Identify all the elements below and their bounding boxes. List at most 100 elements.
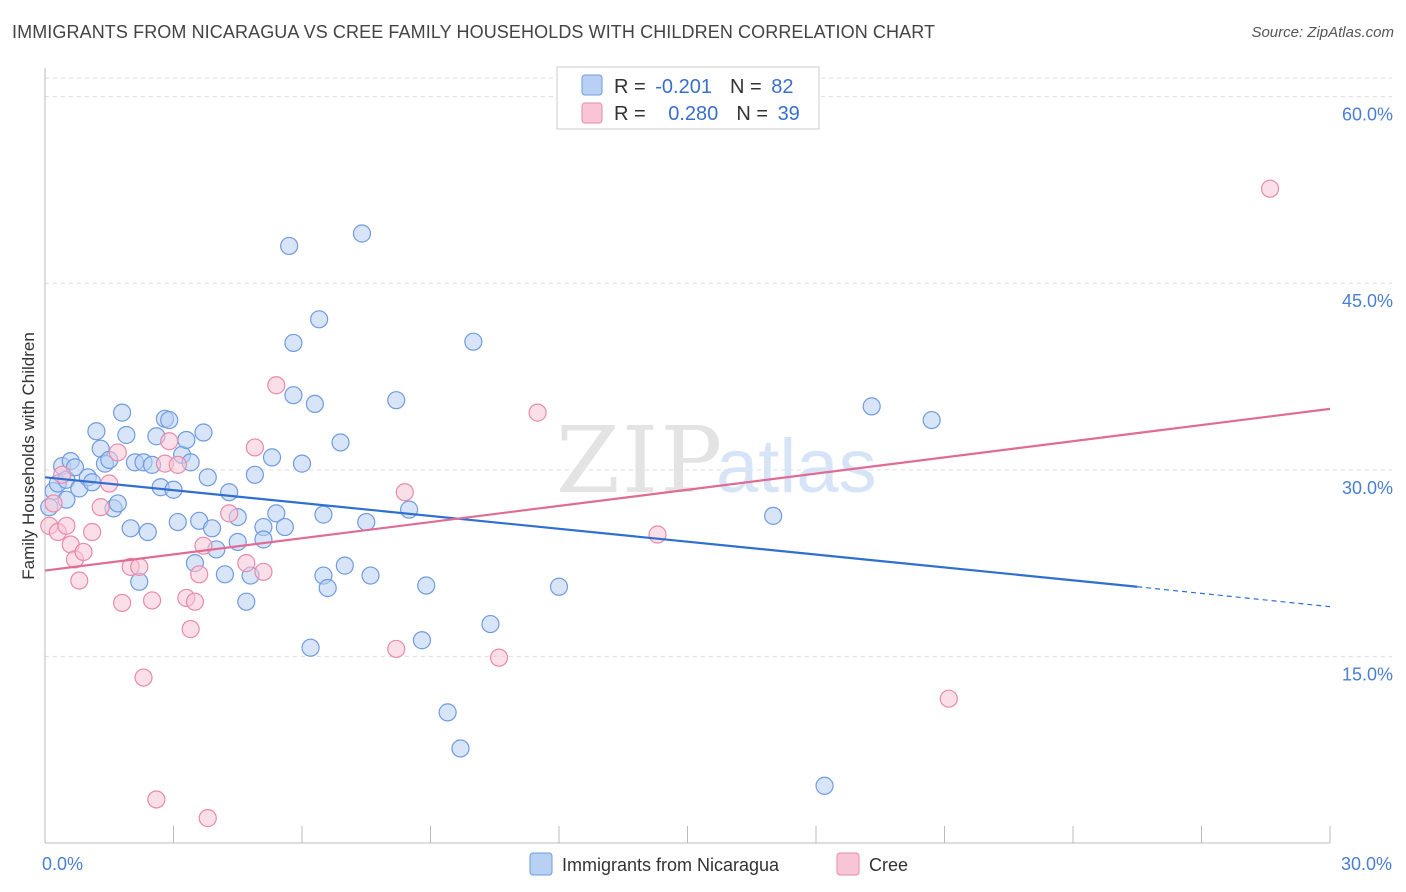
nicaragua-point bbox=[305, 394, 324, 414]
nicaragua-point bbox=[412, 631, 432, 650]
nicaragua-point bbox=[352, 224, 372, 243]
legend-swatch-nicaragua bbox=[581, 74, 603, 96]
cree-point bbox=[130, 557, 149, 576]
legend-bottom-swatch-cree bbox=[836, 852, 860, 876]
legend-r-value: -0.201 bbox=[655, 76, 712, 98]
cree-point bbox=[220, 504, 239, 523]
nicaragua-point bbox=[387, 391, 406, 410]
nicaragua-trend-extension bbox=[1137, 586, 1331, 608]
nicaragua-point bbox=[194, 423, 213, 442]
watermark-zip: ZIP bbox=[556, 407, 724, 514]
nicaragua-point bbox=[254, 530, 273, 549]
cree-point bbox=[83, 522, 102, 542]
legend-n-label: N = bbox=[730, 76, 767, 98]
nicaragua-point bbox=[357, 512, 376, 532]
cree-point bbox=[395, 483, 414, 502]
nicaragua-point bbox=[160, 410, 179, 430]
nicaragua-point bbox=[117, 425, 136, 445]
legend-n-value: 39 bbox=[778, 103, 800, 125]
legend-bottom: Immigrants from Nicaragua Cree bbox=[529, 852, 908, 876]
nicaragua-point bbox=[280, 236, 299, 256]
nicaragua-point bbox=[922, 410, 941, 430]
cree-point bbox=[112, 593, 132, 613]
cree-point bbox=[939, 689, 958, 708]
legend-swatch-cree bbox=[581, 102, 603, 124]
nicaragua-point bbox=[262, 448, 282, 467]
nicaragua-point bbox=[451, 739, 470, 758]
nicaragua-point bbox=[361, 566, 380, 585]
nicaragua-point bbox=[275, 517, 294, 537]
x-tick-label: 0.0% bbox=[42, 854, 83, 874]
nicaragua-point bbox=[862, 397, 881, 416]
cree-point bbox=[489, 648, 509, 667]
cree-point bbox=[245, 438, 264, 457]
nicaragua-point bbox=[301, 638, 320, 657]
nicaragua-point bbox=[464, 332, 483, 351]
nicaragua-point bbox=[177, 430, 196, 450]
watermark: ZIP atlas bbox=[556, 407, 877, 514]
nicaragua-point bbox=[237, 592, 256, 611]
cree-point bbox=[53, 465, 72, 484]
cree-point bbox=[74, 542, 93, 562]
nicaragua-point bbox=[168, 512, 187, 532]
nicaragua-point bbox=[292, 454, 312, 473]
nicaragua-point bbox=[112, 403, 132, 422]
nicaragua-point bbox=[284, 333, 303, 353]
legend-bottom-label-nicaragua: Immigrants from Nicaragua bbox=[562, 855, 780, 875]
legend-row-cree: R = 0.280 N = 39 bbox=[614, 103, 800, 125]
cree-point bbox=[134, 668, 153, 687]
cree-point bbox=[254, 562, 273, 581]
nicaragua-point bbox=[215, 565, 234, 584]
nicaragua-point bbox=[267, 504, 286, 523]
nicaragua-point bbox=[284, 386, 303, 405]
cree-point bbox=[198, 809, 217, 828]
axes bbox=[44, 68, 1331, 844]
legend-n-value: 82 bbox=[771, 76, 793, 98]
cree-point bbox=[267, 376, 286, 395]
nicaragua-point bbox=[314, 505, 333, 524]
y-tick-label: 30.0% bbox=[1342, 478, 1393, 498]
nicaragua-point bbox=[335, 556, 354, 575]
y-tick-label: 15.0% bbox=[1342, 664, 1393, 684]
legend-bottom-label-cree: Cree bbox=[869, 855, 908, 875]
nicaragua-point bbox=[310, 310, 329, 329]
cree-point bbox=[168, 455, 187, 474]
cree-point bbox=[57, 516, 76, 535]
nicaragua-point bbox=[764, 506, 783, 525]
cree-point bbox=[44, 494, 63, 513]
nicaragua-point bbox=[399, 500, 419, 519]
cree-point bbox=[160, 432, 179, 451]
x-tick-label: 30.0% bbox=[1341, 854, 1392, 874]
nicaragua-point bbox=[438, 703, 457, 722]
nicaragua-point bbox=[121, 519, 140, 538]
cree-point bbox=[648, 525, 667, 544]
cree-point bbox=[108, 443, 127, 462]
cree-point bbox=[190, 565, 209, 584]
nicaragua-trend-line bbox=[44, 476, 1138, 588]
cree-point bbox=[142, 591, 162, 610]
nicaragua-point bbox=[245, 465, 264, 484]
legend-bottom-swatch-nicaragua bbox=[529, 852, 553, 876]
tick-labels: 15.0% 30.0% 45.0% 60.0% 0.0% 30.0% bbox=[42, 105, 1393, 874]
nicaragua-point bbox=[549, 577, 569, 596]
nicaragua-point bbox=[108, 494, 127, 513]
legend-r-label: R = bbox=[614, 103, 651, 125]
cree-point bbox=[528, 403, 547, 422]
y-tick-label: 45.0% bbox=[1342, 291, 1393, 311]
nicaragua-point bbox=[417, 576, 436, 595]
nicaragua-point bbox=[198, 468, 217, 487]
nicaragua-point bbox=[318, 578, 337, 598]
nicaragua-point bbox=[220, 483, 239, 502]
y-axis-title: Family Households with Children bbox=[19, 332, 38, 580]
cree-point bbox=[70, 571, 89, 590]
cree-point bbox=[181, 619, 200, 639]
cree-point bbox=[237, 554, 256, 573]
cree-point bbox=[147, 790, 166, 809]
cree-point bbox=[185, 592, 205, 611]
nicaragua-point bbox=[138, 522, 157, 542]
cree-point bbox=[387, 639, 406, 659]
source-label: Source: ZipAtlas.com bbox=[1251, 24, 1394, 41]
nicaragua-point bbox=[87, 422, 106, 441]
y-tick-label: 60.0% bbox=[1342, 105, 1393, 125]
